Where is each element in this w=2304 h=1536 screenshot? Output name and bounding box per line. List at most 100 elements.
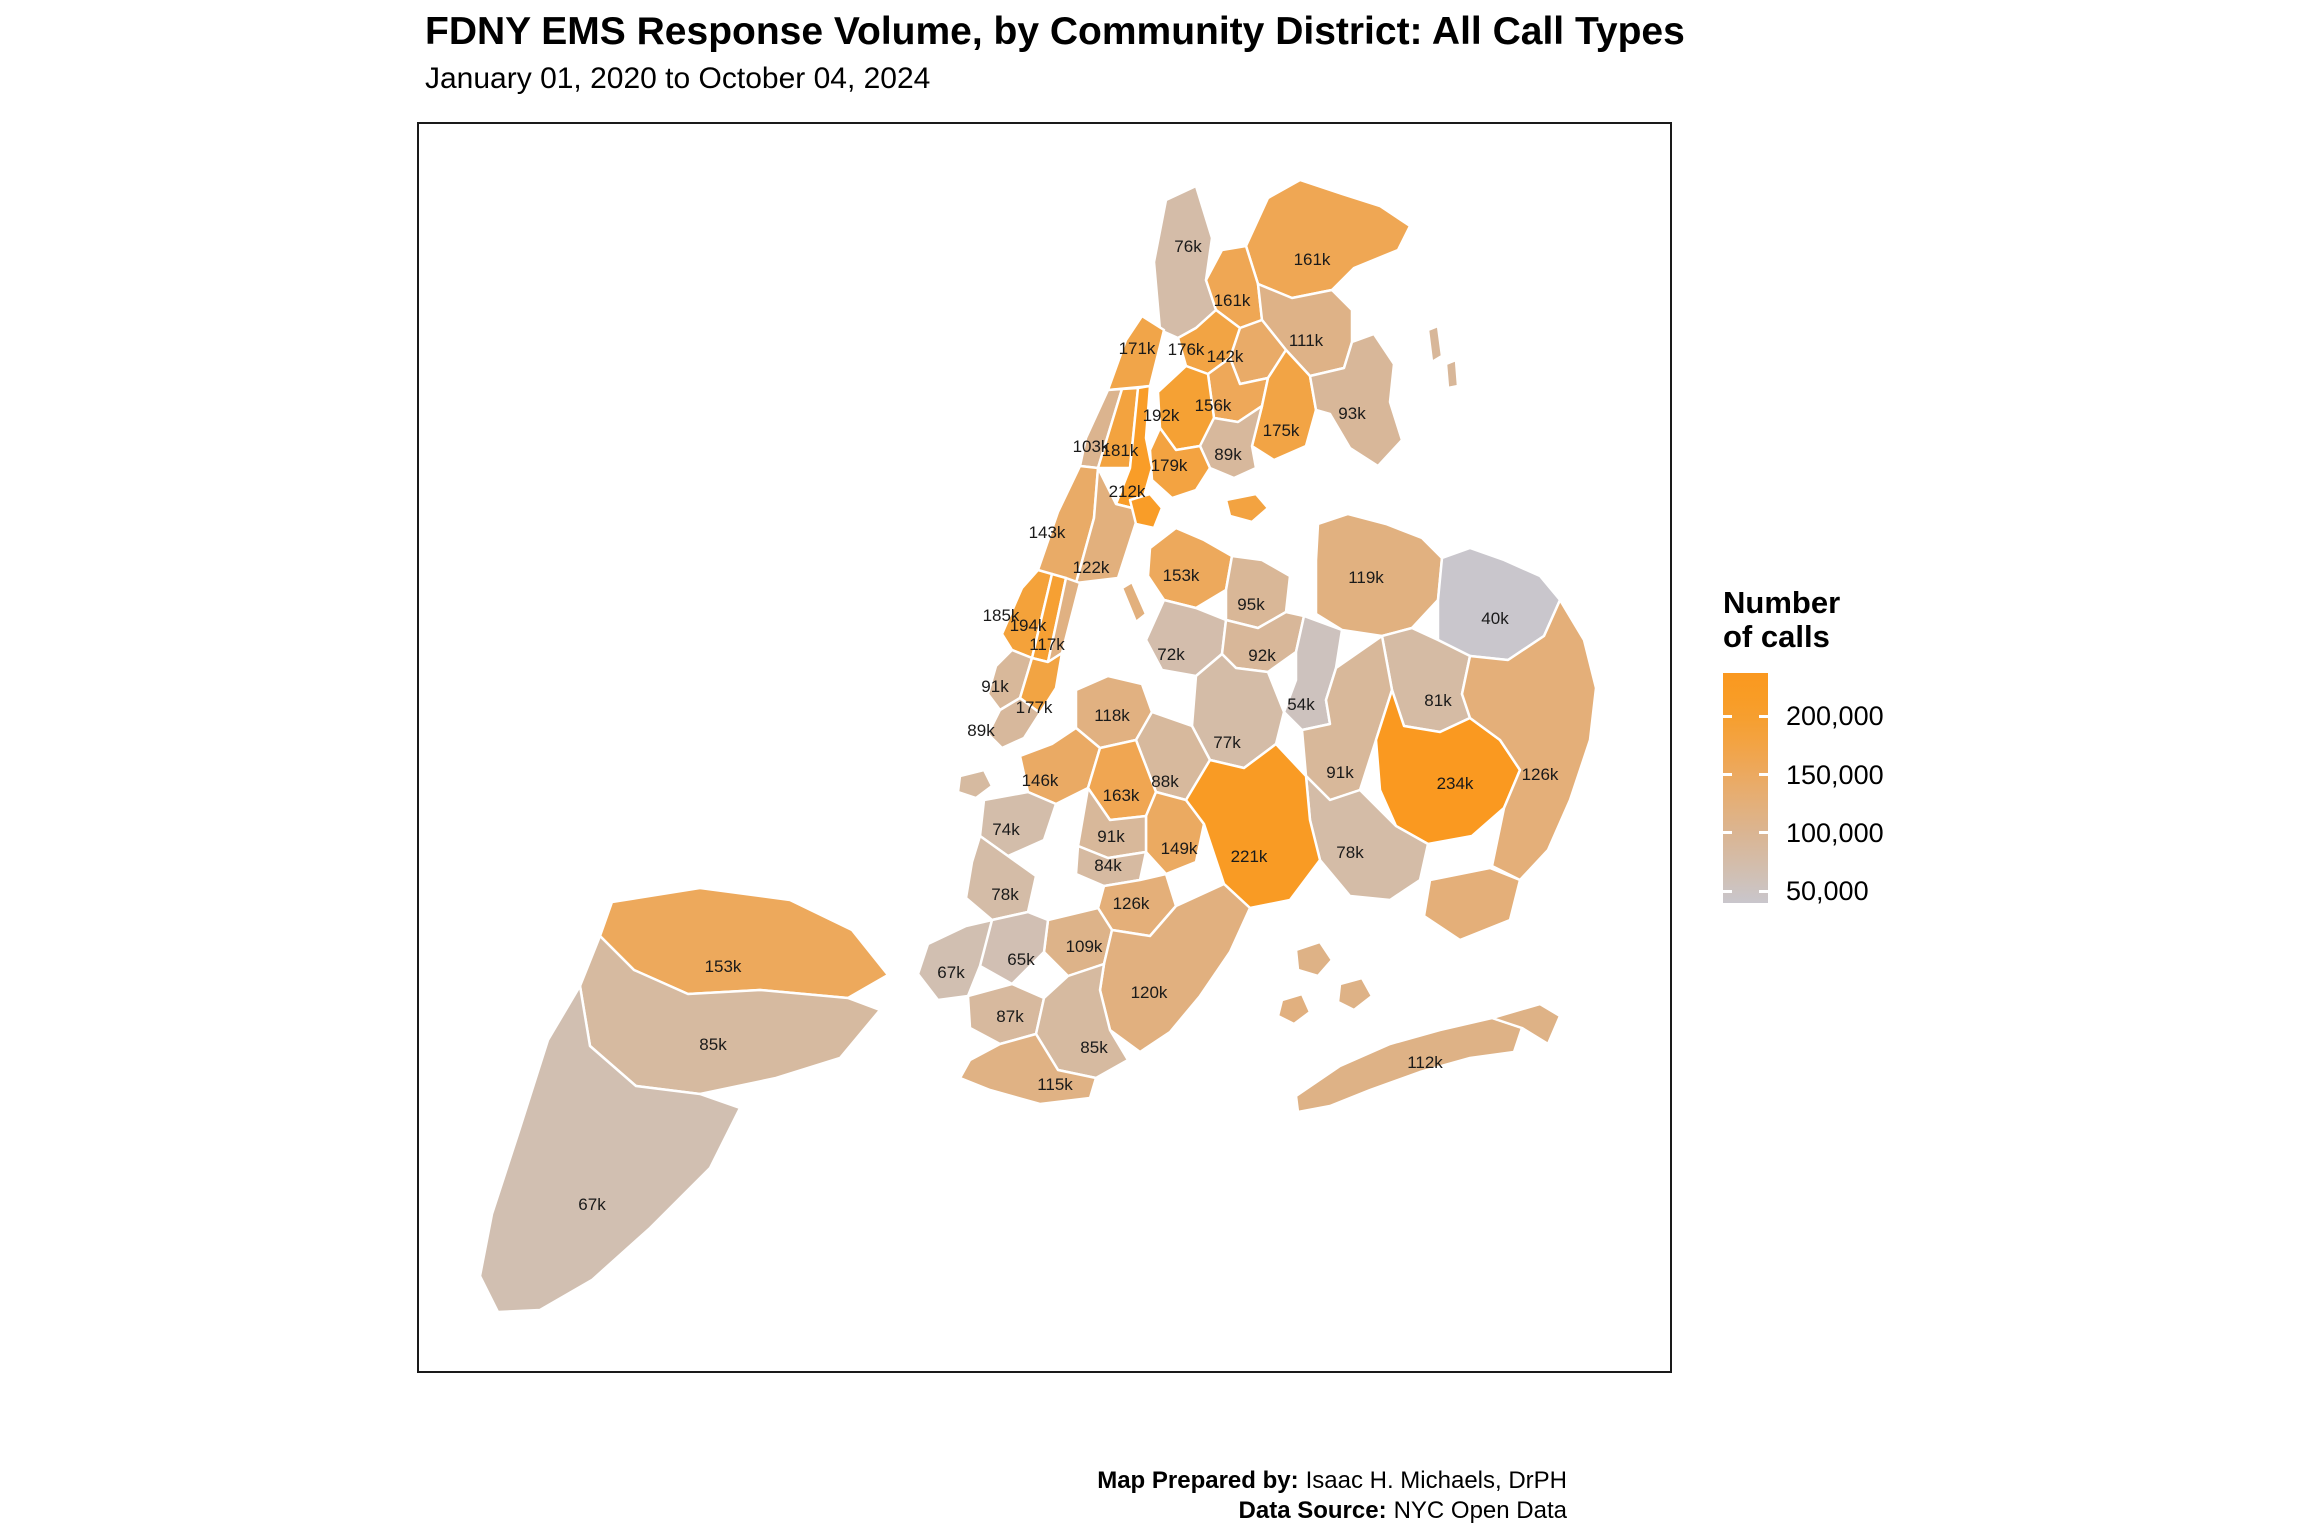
island-shape (1422, 866, 1522, 942)
prepared-by-line: Map Prepared by: Isaac H. Michaels, DrPH (867, 1466, 1567, 1496)
legend-tick-mark (1723, 773, 1732, 777)
district-label: 54k (1287, 695, 1315, 714)
district-label: 40k (1481, 609, 1509, 628)
district-label: 117k (1029, 635, 1065, 654)
district-label: 221k (1231, 847, 1268, 866)
district-shape (1114, 384, 1154, 512)
district-label: 67k (937, 963, 965, 982)
district-label: 119k (1348, 568, 1384, 587)
legend-tick-mark (1759, 889, 1768, 893)
district-label: 122k (1073, 558, 1110, 577)
district-label: 142k (1207, 347, 1244, 366)
district-label: 74k (992, 820, 1020, 839)
legend-tick-mark (1723, 831, 1732, 835)
district-label: 78k (991, 885, 1019, 904)
data-source-line: Data Source: NYC Open Data (867, 1496, 1567, 1526)
district-label: 153k (1163, 566, 1200, 585)
district-shape (964, 834, 1038, 922)
district-label: 185k (983, 606, 1020, 625)
district-label: 177k (1016, 698, 1053, 717)
district-label: 65k (1007, 950, 1035, 969)
district-label: 103k (1073, 437, 1110, 456)
attribution-footer: Map Prepared by: Isaac H. Michaels, DrPH … (867, 1466, 1567, 1526)
island-shape (956, 768, 994, 800)
data-source-label: Data Source: (1238, 1497, 1387, 1524)
legend-tick-mark (1723, 714, 1732, 718)
legend-tick-label: 100,000 (1786, 817, 1884, 848)
district-label: 109k (1066, 937, 1103, 956)
district-shape (1074, 466, 1142, 585)
legend-tick-mark (1759, 714, 1768, 718)
district-label: 84k (1094, 856, 1122, 875)
district-shape (478, 984, 742, 1314)
island-shape (1336, 976, 1374, 1012)
prepared-by-label: Map Prepared by: (1097, 1467, 1299, 1494)
island-shape (1128, 492, 1164, 530)
legend-tick-label: 50,000 (1786, 876, 1869, 907)
district-label: 93k (1338, 404, 1366, 423)
district-label: 112k (1407, 1053, 1443, 1072)
island-shape (1276, 992, 1312, 1026)
district-label: 126k (1522, 765, 1559, 784)
district-label: 92k (1248, 646, 1276, 665)
district-label: 111k (1289, 331, 1324, 350)
district-label: 91k (1326, 763, 1354, 782)
district-label: 161k (1214, 291, 1251, 310)
district-label: 120k (1131, 983, 1168, 1002)
island-shape (1224, 492, 1270, 524)
legend-gradient-bar (1723, 673, 1768, 903)
district-label: 176k (1168, 340, 1205, 359)
figure-title: FDNY EMS Response Volume, by Community D… (425, 10, 1685, 53)
district-label: 118k (1094, 706, 1130, 725)
legend-tick-mark (1759, 831, 1768, 835)
district-shape (1294, 1016, 1524, 1114)
district-label: 81k (1424, 691, 1452, 710)
legend-title-line1: Number (1723, 585, 1841, 620)
district-label: 181k (1102, 441, 1139, 460)
district-label: 153k (705, 957, 742, 976)
district-label: 171k (1119, 339, 1156, 358)
island-shape (1294, 940, 1334, 978)
island-shape (1444, 358, 1460, 390)
district-label: 143k (1029, 523, 1066, 542)
district-label: 194k (1010, 616, 1047, 635)
district-label: 89k (1214, 445, 1242, 464)
district-label: 89k (967, 721, 995, 740)
district-shape (1308, 332, 1404, 468)
legend-tick-label: 200,000 (1786, 701, 1884, 732)
district-shape (1244, 178, 1412, 300)
legend-tick-label: 150,000 (1786, 759, 1884, 790)
district-label: 91k (981, 677, 1009, 696)
district-label: 87k (996, 1007, 1024, 1026)
district-shape (958, 1032, 1098, 1106)
district-label: 146k (1022, 771, 1059, 790)
district-shape (916, 918, 994, 1002)
district-label: 149k (1161, 839, 1198, 858)
district-label: 175k (1263, 421, 1300, 440)
district-shape (1460, 598, 1598, 882)
district-shape (1106, 314, 1166, 392)
district-label: 212k (1109, 482, 1146, 501)
district-shape (1152, 184, 1218, 340)
district-label: 78k (1336, 843, 1364, 862)
district-label: 126k (1113, 894, 1150, 913)
district-label: 234k (1437, 774, 1474, 793)
district-label: 88k (1151, 772, 1179, 791)
legend-tick-mark (1759, 773, 1768, 777)
island-shape (1490, 1002, 1562, 1046)
district-label: 72k (1157, 645, 1185, 664)
district-label: 85k (1080, 1038, 1108, 1057)
figure-subtitle: January 01, 2020 to October 04, 2024 (425, 62, 931, 95)
district-label: 85k (699, 1035, 727, 1054)
district-label: 91k (1097, 827, 1125, 846)
district-label: 161k (1294, 250, 1331, 269)
district-shape (986, 696, 1042, 750)
legend-title-line2: of calls (1723, 619, 1830, 654)
district-label: 95k (1237, 595, 1265, 614)
district-label: 115k (1037, 1075, 1073, 1094)
prepared-by-value: Isaac H. Michaels, DrPH (1305, 1467, 1567, 1494)
district-shape (1184, 742, 1322, 910)
district-label: 192k (1143, 406, 1180, 425)
legend-title: Number of calls (1723, 586, 1840, 654)
